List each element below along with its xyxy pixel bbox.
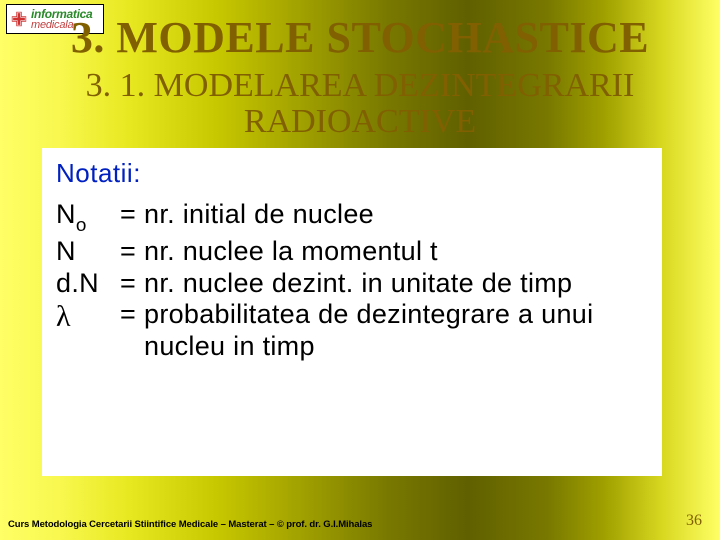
symbol-dn: d.N [56, 268, 120, 300]
subtitle-line2: RADIOACTIVE [244, 103, 476, 140]
page-number: 36 [686, 512, 702, 530]
notations-label: Notatii: [56, 158, 648, 189]
eq-dn: = [120, 268, 144, 300]
footer-text: Curs Metodologia Cercetarii Stiintifice … [8, 519, 372, 530]
eq-n0: = [120, 199, 144, 236]
symbol-n0: No [56, 199, 120, 236]
desc-lambda: probabilitatea de dezintegrare a unui nu… [144, 299, 648, 363]
desc-dn: nr. nuclee dezint. in unitate de timp [144, 268, 648, 300]
desc-n: nr. nuclee la momentul t [144, 236, 648, 268]
slide-subtitle: 3. 1. MODELAREA DEZINTEGRARII RADIOACTIV… [0, 68, 720, 139]
eq-n: = [120, 236, 144, 268]
content-box: Notatii: No = nr. initial de nuclee N = … [42, 148, 662, 476]
subtitle-line1: 3. 1. MODELAREA DEZINTEGRARII [86, 67, 635, 104]
eq-lambda: = [120, 299, 144, 363]
symbol-n: N [56, 236, 120, 268]
symbol-lambda: λ [56, 299, 120, 363]
definitions-table: No = nr. initial de nuclee N = nr. nucle… [56, 199, 648, 363]
slide-title: 3. MODELE STOCHASTICE [0, 12, 720, 63]
desc-n0: nr. initial de nuclee [144, 199, 648, 236]
